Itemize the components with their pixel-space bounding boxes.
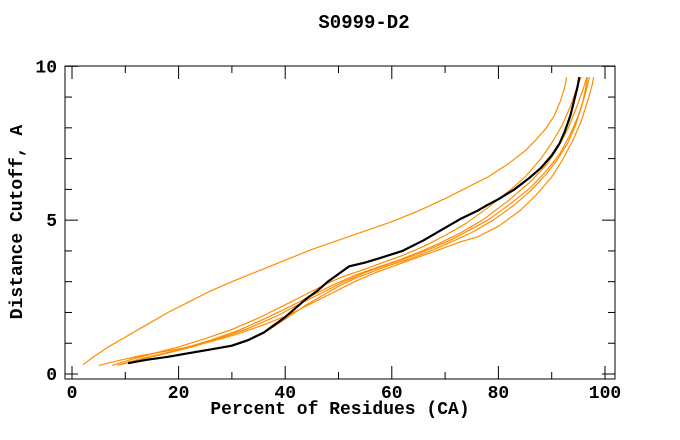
prediction-3-line <box>117 76 588 366</box>
prediction-5-line <box>98 76 595 366</box>
x-tick-label: 100 <box>589 384 621 404</box>
model-black-line <box>127 76 581 365</box>
prediction-4-line <box>119 76 591 366</box>
plot-frame <box>64 65 616 380</box>
prediction-6-line <box>130 77 588 364</box>
x-axis-label: Percent of Residues (CA) <box>210 400 470 420</box>
y-tick-label: 5 <box>46 212 57 232</box>
x-tick-label: 0 <box>67 384 78 404</box>
chart-title: S0999-D2 <box>318 12 410 34</box>
y-axis-label-text: Distance Cutoff, A <box>8 124 28 320</box>
x-tick-label: 40 <box>274 384 296 404</box>
prediction-2-line <box>111 76 582 366</box>
y-tick-label: 10 <box>35 58 57 78</box>
x-tick-label: 20 <box>168 384 190 404</box>
x-tick-label: 80 <box>488 384 510 404</box>
x-tick-label: 60 <box>381 384 403 404</box>
prediction-1-line <box>82 76 568 366</box>
y-tick-label: 0 <box>46 366 57 386</box>
